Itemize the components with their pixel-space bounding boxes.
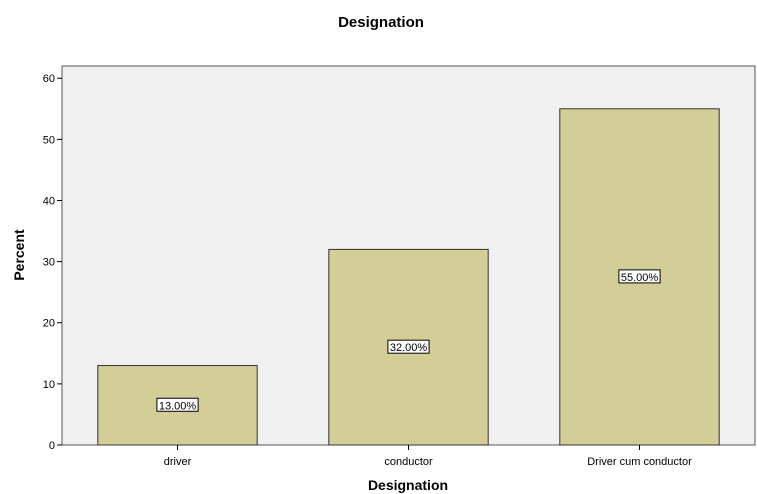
x-tick-label: Driver cum conductor [587,456,692,468]
y-tick-label: 60 [43,73,55,85]
x-tick-label: conductor [384,456,433,468]
y-tick-label: 30 [43,257,55,269]
data-label-box [387,339,430,354]
data-label: 13.00% [159,400,197,412]
y-tick-label: 0 [49,440,55,452]
x-tick-label: driver [164,456,192,468]
y-tick-label: 10 [43,379,55,391]
y-tick-label: 20 [43,318,55,330]
data-label-box [618,269,661,284]
y-axis-title: Percent [11,229,27,281]
bars-group: 13.00% 32.00% 55.00% [97,108,720,446]
y-axis: 0 10 20 30 40 50 60 [43,73,62,452]
data-label: 55.00% [621,272,659,284]
chart-title: Designation [338,14,424,31]
x-axis: driver conductor Driver cum conductor [164,445,692,468]
y-tick-label: 40 [43,195,55,207]
data-label: 32.00% [390,342,428,354]
x-axis-title: Designation [368,477,448,493]
data-label-box [156,397,199,412]
y-tick-label: 50 [43,134,55,146]
